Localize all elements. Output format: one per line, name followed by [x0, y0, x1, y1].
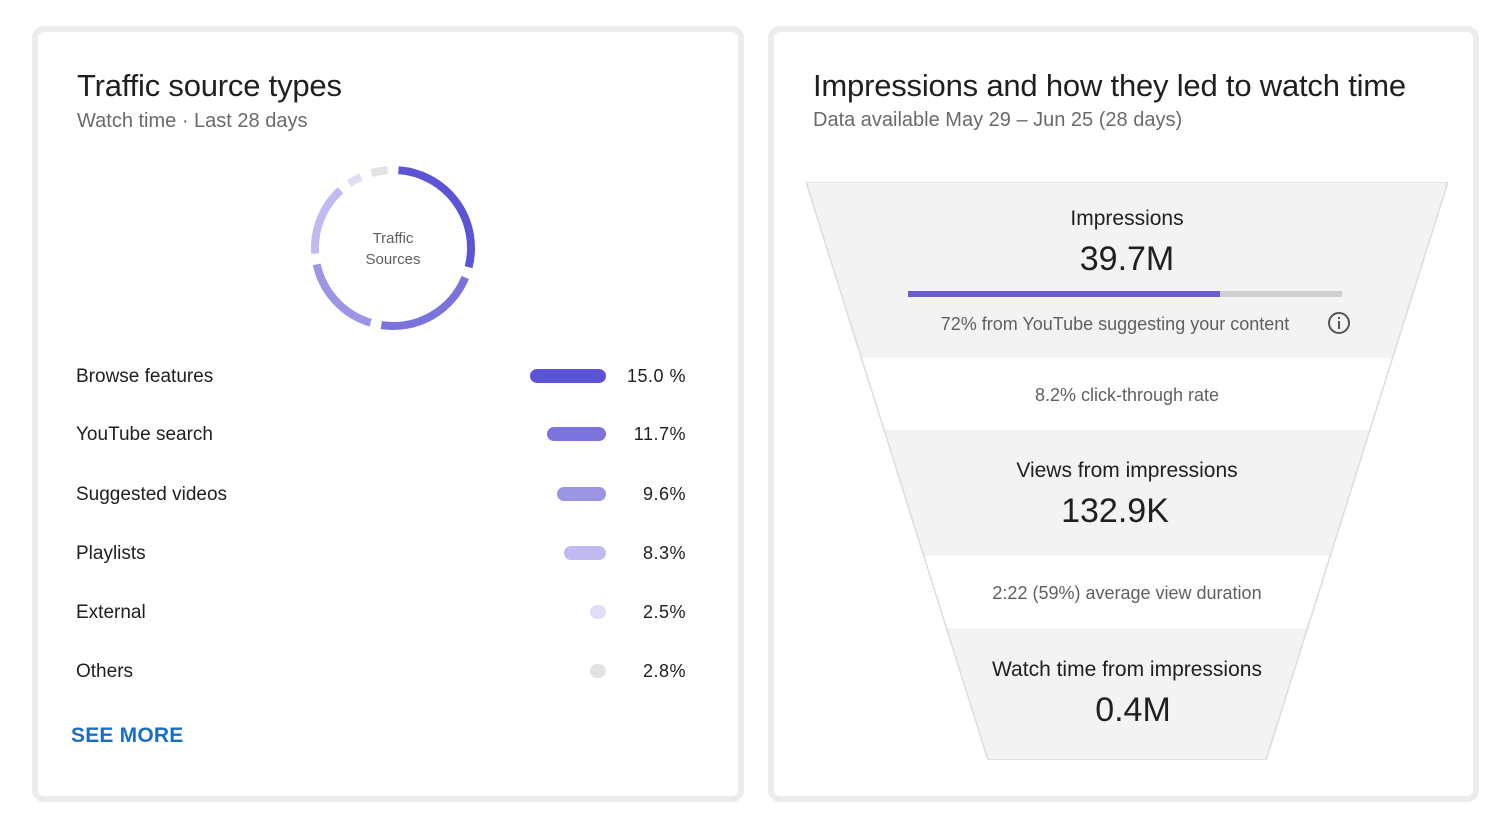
source-percent: 8.3%: [642, 543, 686, 563]
traffic-source-row[interactable]: Browse features 15.0 %: [76, 362, 686, 392]
source-bar: [564, 546, 606, 560]
donut-slice-suggested-videos[interactable]: [312, 263, 372, 327]
source-label: YouTube search: [76, 424, 213, 445]
donut-slice-others[interactable]: [370, 166, 388, 177]
source-bar: [557, 487, 606, 501]
funnel-gap-ctr: [806, 358, 1448, 430]
traffic-sources-donut[interactable]: [303, 158, 483, 338]
source-label: Suggested videos: [76, 484, 228, 505]
source-label: Playlists: [76, 543, 146, 564]
average-view-duration: 2:22 (59%) average view duration: [992, 583, 1262, 603]
donut-slice-external[interactable]: [346, 173, 363, 187]
see-more-link[interactable]: SEE MORE: [71, 724, 184, 747]
source-bar: [530, 369, 606, 383]
impressions-label: Impressions: [1070, 207, 1184, 230]
watch-time-from-impressions-label: Watch time from impressions: [992, 658, 1262, 681]
traffic-source-row[interactable]: Others 2.8%: [76, 657, 686, 687]
impressions-card-title: Impressions and how they led to watch ti…: [813, 68, 1406, 103]
donut-slice-browse-features[interactable]: [398, 166, 475, 269]
impressions-card-subtitle: Data available May 29 – Jun 25 (28 days): [813, 109, 1183, 131]
donut-slice-playlists[interactable]: [311, 187, 344, 254]
source-label: Browse features: [76, 366, 214, 387]
donut-center-label-line1: Traffic: [372, 230, 414, 247]
source-bar: [590, 605, 606, 619]
traffic-card-subtitle: Watch time · Last 28 days: [77, 110, 308, 132]
funnel-outline: [806, 182, 1448, 760]
impressions-funnel: [806, 182, 1448, 760]
traffic-source-row[interactable]: Playlists 8.3%: [76, 539, 686, 569]
views-from-impressions-value: 132.9K: [1061, 492, 1169, 530]
funnel-band-impressions: [806, 182, 1448, 358]
source-percent: 9.6%: [642, 484, 686, 504]
source-bar: [547, 427, 606, 441]
views-from-impressions-label: Views from impressions: [1016, 459, 1238, 482]
suggested-share-bar: [908, 291, 1342, 297]
click-through-rate: 8.2% click-through rate: [1034, 385, 1220, 405]
donut-center-label-line2: Sources: [365, 251, 421, 268]
source-bar: [590, 664, 606, 678]
suggested-share-fill: [908, 291, 1221, 297]
source-label: Others: [76, 661, 134, 682]
traffic-source-row[interactable]: Suggested videos 9.6%: [76, 480, 686, 510]
source-percent: 2.8%: [642, 661, 686, 681]
info-icon[interactable]: [1327, 311, 1351, 335]
source-percent: 11.7%: [633, 424, 686, 444]
impressions-funnel-card: Impressions and how they led to watch ti…: [768, 26, 1479, 802]
traffic-card-title: Traffic source types: [77, 68, 342, 103]
traffic-source-row[interactable]: YouTube search 11.7%: [76, 420, 686, 450]
source-label: External: [76, 602, 146, 623]
traffic-source-row[interactable]: External 2.5%: [76, 598, 686, 628]
source-percent: 2.5%: [642, 602, 686, 622]
traffic-source-card: Traffic source types Watch time · Last 2…: [32, 26, 744, 802]
source-percent: 15.0 %: [626, 366, 686, 386]
impressions-value: 39.7M: [1079, 240, 1175, 278]
suggested-share-text: 72% from YouTube suggesting your content: [940, 314, 1290, 334]
watch-time-from-impressions-value: 0.4M: [1095, 691, 1171, 729]
donut-slice-youtube-search[interactable]: [380, 275, 469, 330]
